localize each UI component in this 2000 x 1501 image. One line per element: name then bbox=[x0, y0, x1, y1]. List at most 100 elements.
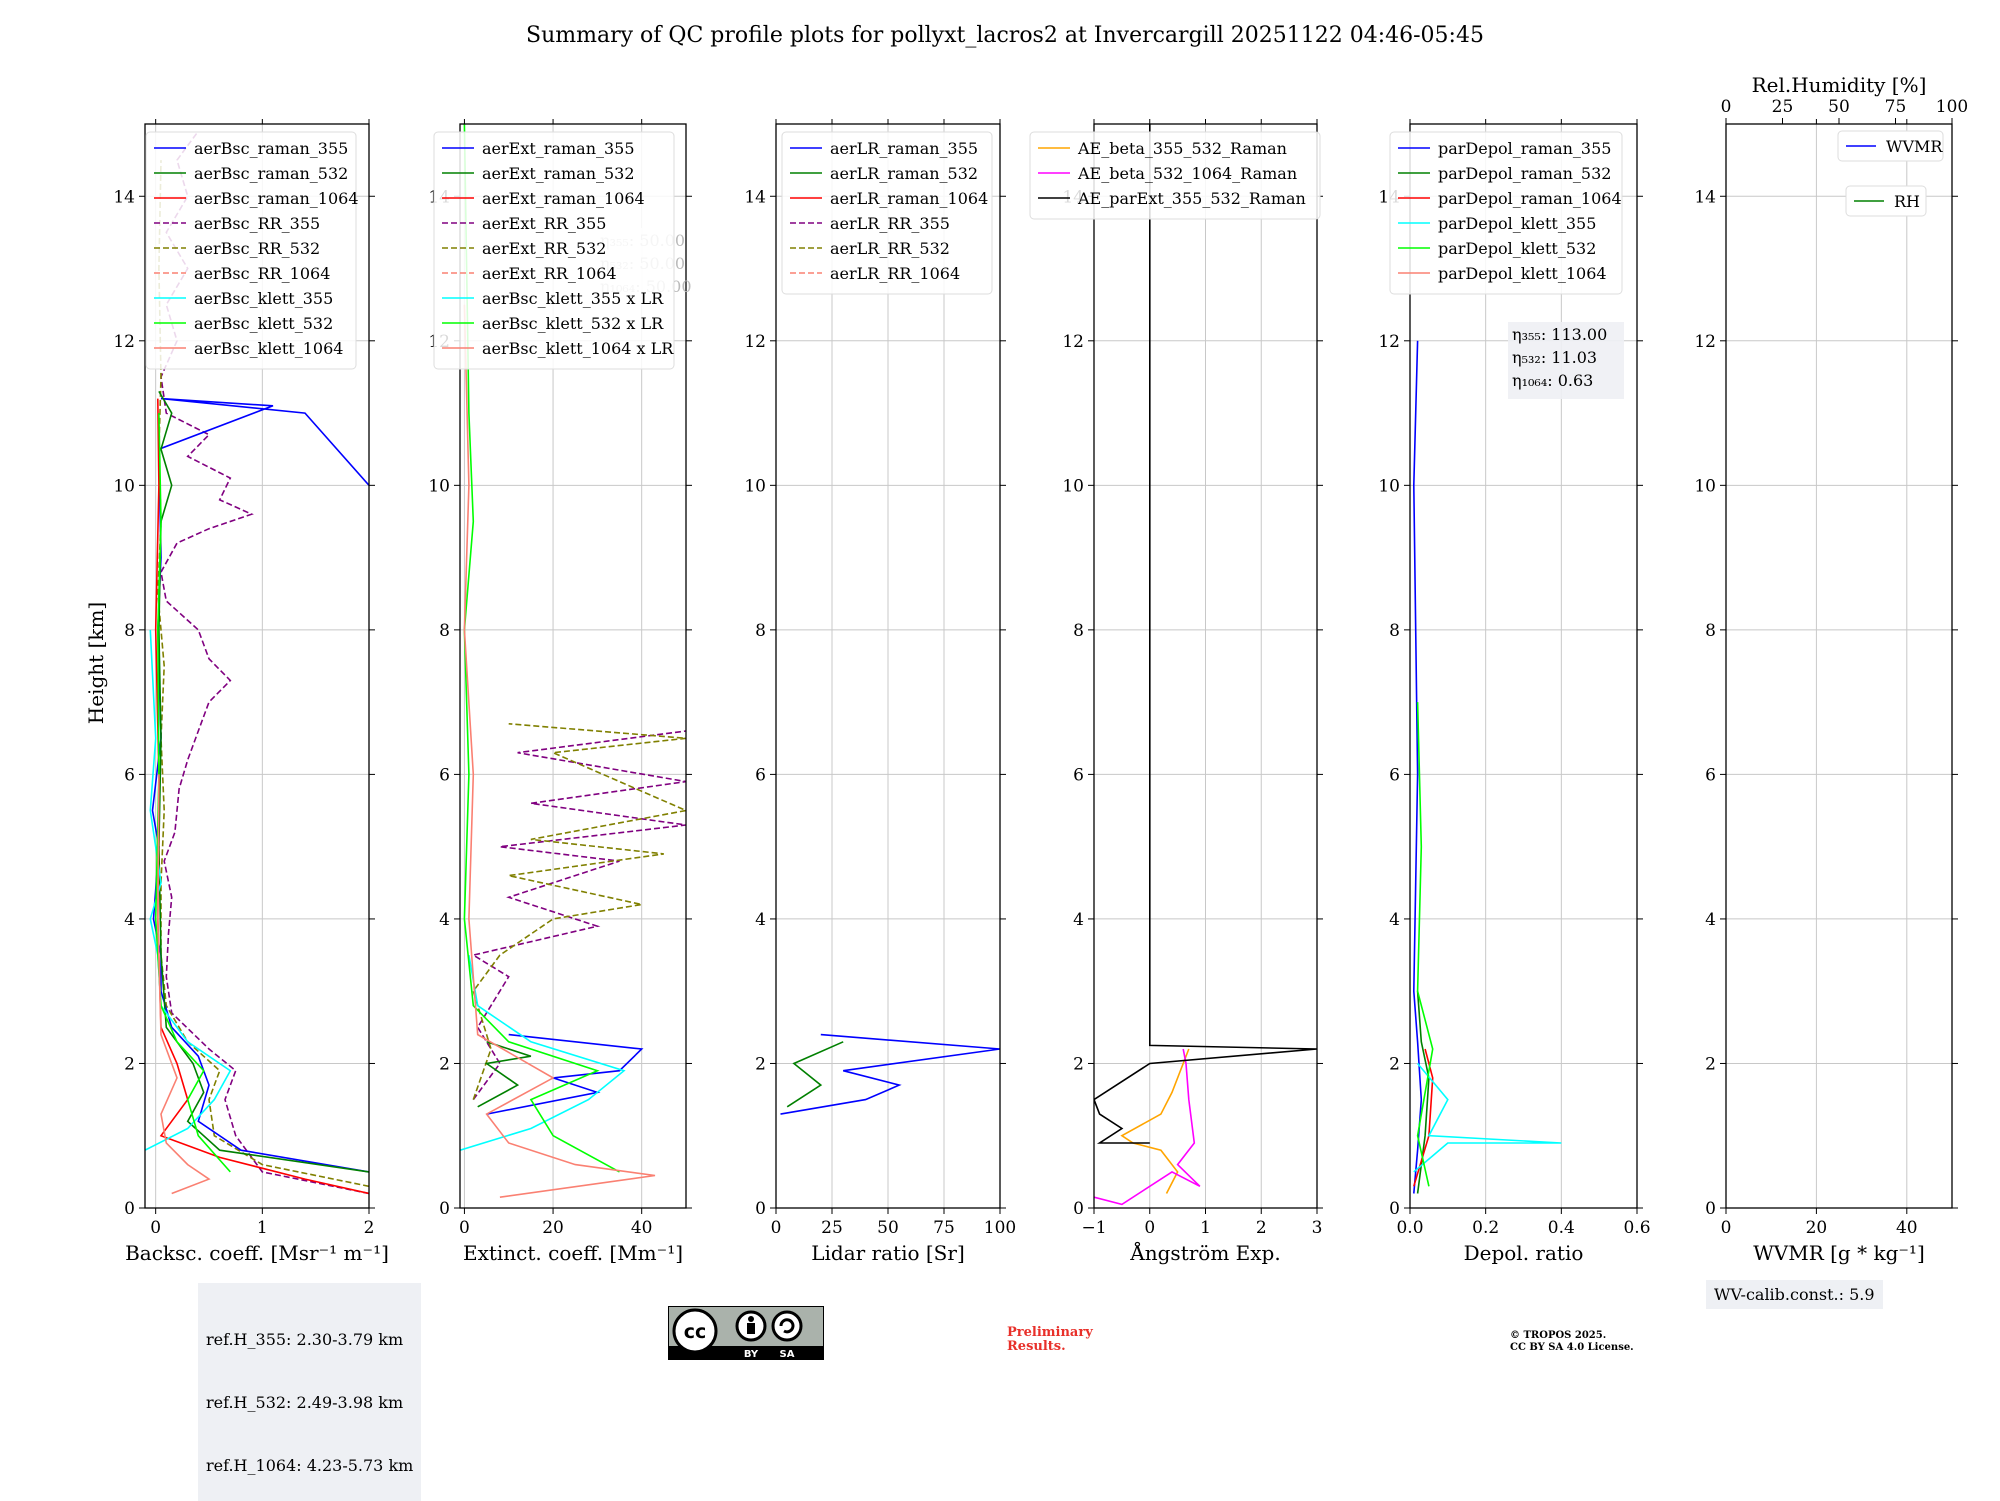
series-aerBsc_klett_1064 x LR bbox=[463, 304, 656, 1198]
panel-water-vapor: 0 20 40 0 2 4 6 8 10 12 14 WVMR [g * kg⁻¹] 0 25 50 75 10… bbox=[1694, 73, 1968, 1265]
legend-label: parDepol_klett_1064 bbox=[1438, 264, 1607, 283]
legend-box bbox=[433, 131, 675, 370]
x-axis-label: Ångström Exp. bbox=[1129, 1240, 1280, 1265]
top-tick-label: 100 bbox=[1936, 97, 1968, 117]
y-tick-label: 6 bbox=[1073, 765, 1084, 785]
legend-label: AE_beta_532_1064_Raman bbox=[1077, 164, 1297, 183]
series-parDepol_raman_1064 bbox=[1413, 1048, 1434, 1187]
series-aerBsc_klett_532 x LR bbox=[463, 124, 620, 1173]
x-tick-label: 2 bbox=[1256, 1218, 1267, 1238]
y-tick-label: 14 bbox=[744, 187, 766, 207]
y-tick-label: 12 bbox=[1378, 332, 1400, 352]
legend-box-WVMR bbox=[1837, 130, 1944, 162]
legend-box bbox=[1389, 131, 1623, 295]
x-tick-label: 0 bbox=[1144, 1218, 1155, 1238]
x-tick-label: 0.2 bbox=[1472, 1218, 1499, 1238]
legend-label: aerExt_raman_355 bbox=[482, 139, 635, 158]
y-tick-label: 4 bbox=[439, 910, 450, 930]
x-tick-label: 75 bbox=[933, 1218, 955, 1238]
x-tick-label: 3 bbox=[1312, 1218, 1323, 1238]
y-tick-label: 0 bbox=[755, 1199, 766, 1219]
legend-label: aerBsc_klett_355 bbox=[194, 289, 333, 308]
annotation-text: η₃₅₅: 113.00 bbox=[1512, 325, 1607, 344]
x-tick-label: 50 bbox=[877, 1218, 899, 1238]
series-aerExt_raman_355 bbox=[486, 1033, 644, 1115]
x-axis-label: Depol. ratio bbox=[1464, 1241, 1584, 1265]
series-parDepol_klett_355 bbox=[1413, 1062, 1562, 1173]
top-tick-label: 25 bbox=[1772, 97, 1794, 117]
x-tick-label: 0.4 bbox=[1548, 1218, 1575, 1238]
series-aerExt_raman_532 bbox=[477, 1041, 532, 1108]
legend-label: aerBsc_klett_355 x LR bbox=[482, 289, 664, 308]
legend-label: aerExt_RR_355 bbox=[482, 214, 606, 233]
x-tick-label: 1 bbox=[257, 1218, 268, 1238]
series-AE_beta_532_1064_Raman bbox=[1094, 1048, 1201, 1206]
x-tick-label: −1 bbox=[1081, 1218, 1106, 1238]
y-tick-label: 10 bbox=[1062, 476, 1084, 496]
y-tick-label: 8 bbox=[1705, 621, 1716, 641]
legend-label: aerExt_raman_1064 bbox=[482, 189, 645, 208]
ref-height-532: ref.H_532: 2.49-3.98 km bbox=[206, 1393, 404, 1412]
x-tick-label: 40 bbox=[1896, 1218, 1918, 1238]
series-group bbox=[1412, 340, 1562, 1194]
sa-icon bbox=[771, 1310, 803, 1342]
y-tick-label: 0 bbox=[1073, 1199, 1084, 1219]
legend-label: RH bbox=[1894, 192, 1920, 211]
y-tick-label: 2 bbox=[1073, 1054, 1084, 1074]
x-tick-label: 40 bbox=[631, 1218, 653, 1238]
series-group bbox=[145, 130, 369, 1195]
top-tick-label: 50 bbox=[1828, 97, 1850, 117]
annotation-box bbox=[1508, 322, 1624, 399]
y-tick-label: 2 bbox=[124, 1054, 135, 1074]
x-tick-label: 0 bbox=[459, 1218, 470, 1238]
legend-label: aerBsc_raman_1064 bbox=[194, 189, 359, 208]
wv-calibration-box: WV-calib.const.: 5.9 bbox=[1706, 1280, 1883, 1309]
y-tick-label: 8 bbox=[1073, 621, 1084, 641]
panel-angstrom: −1012302468101214Ångström Exp.AE_beta_35… bbox=[1029, 119, 1323, 1265]
legend-label: aerBsc_klett_1064 x LR bbox=[482, 339, 674, 358]
y-axis-label: Height [km] bbox=[84, 602, 108, 724]
y-tick-label: 10 bbox=[1378, 476, 1400, 496]
series-aerExt_RR_532 bbox=[472, 723, 686, 1100]
x-axis-label: Backsc. coeff. [Msr⁻¹ m⁻¹] bbox=[125, 1241, 389, 1265]
y-tick-label: 8 bbox=[755, 621, 766, 641]
legend-box bbox=[781, 131, 993, 295]
series-group bbox=[780, 1033, 1000, 1115]
series-aerLR_raman_532 bbox=[786, 1041, 844, 1108]
preliminary-results-note: Preliminary Results. bbox=[1007, 1325, 1093, 1354]
series-parDepol_klett_532 bbox=[1416, 702, 1434, 1187]
y-tick-label: 6 bbox=[124, 765, 135, 785]
x-tick-label: 0 bbox=[150, 1218, 161, 1238]
y-tick-label: 6 bbox=[1705, 765, 1716, 785]
axes-frame bbox=[459, 123, 687, 1209]
y-tick-label: 2 bbox=[1389, 1054, 1400, 1074]
legend-box-RH bbox=[1845, 185, 1927, 217]
x-axis-label: Lidar ratio [Sr] bbox=[811, 1241, 965, 1265]
legend-label: aerExt_raman_532 bbox=[482, 164, 635, 183]
x-tick-label: 0.0 bbox=[1396, 1218, 1423, 1238]
legend-label: aerLR_raman_532 bbox=[830, 164, 978, 183]
y-tick-label: 14 bbox=[1694, 187, 1716, 207]
x-tick-label: 25 bbox=[821, 1218, 843, 1238]
y-tick-label: 10 bbox=[744, 476, 766, 496]
series-group bbox=[460, 124, 686, 1198]
y-tick-label: 4 bbox=[1073, 910, 1084, 930]
reference-heights-box: ref.H_355: 2.30-3.79 km ref.H_532: 2.49-… bbox=[198, 1283, 422, 1501]
y-tick-label: 8 bbox=[124, 621, 135, 641]
legend-label: AE_parExt_355_532_Raman bbox=[1077, 189, 1306, 208]
legend-label: aerLR_RR_355 bbox=[830, 214, 950, 233]
legend-box bbox=[145, 131, 357, 370]
y-tick-label: 2 bbox=[755, 1054, 766, 1074]
series-aerBsc_klett_355 x LR bbox=[460, 954, 626, 1151]
legend-label: aerLR_RR_1064 bbox=[830, 264, 960, 283]
legend-label: aerLR_raman_355 bbox=[830, 139, 978, 158]
legend-label: aerBsc_klett_532 x LR bbox=[482, 314, 664, 333]
cc-license-badge: cc BY SA bbox=[668, 1306, 824, 1360]
legend-label: aerBsc_RR_1064 bbox=[194, 264, 330, 283]
legend-label: aerLR_RR_532 bbox=[830, 239, 950, 258]
panel-extinction: 0204002468101214Extinct. coeff. [Mm⁻¹]η₃… bbox=[428, 119, 692, 1265]
legend-label: aerBsc_raman_355 bbox=[194, 139, 348, 158]
y-tick-label: 12 bbox=[113, 332, 135, 352]
y-tick-label: 4 bbox=[1389, 910, 1400, 930]
